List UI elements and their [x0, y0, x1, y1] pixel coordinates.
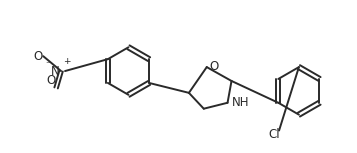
Text: O: O — [46, 74, 55, 87]
Text: N: N — [51, 65, 60, 78]
Text: O: O — [33, 50, 42, 63]
Text: NH: NH — [231, 96, 249, 109]
Text: ⁻: ⁻ — [45, 60, 50, 70]
Text: Cl: Cl — [268, 128, 280, 141]
Text: +: + — [63, 57, 71, 66]
Text: O: O — [210, 60, 219, 73]
